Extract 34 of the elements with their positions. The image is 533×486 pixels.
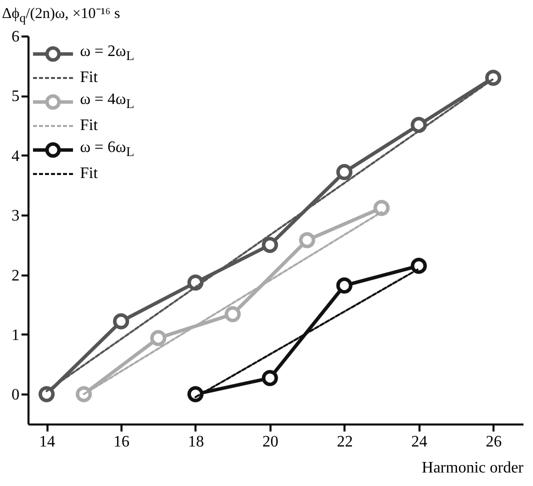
x-tick-label: 20 (262, 434, 278, 450)
x-tick-label: 14 (39, 434, 56, 450)
legend-label: ω = 6ω$_{L}$ (80, 139, 134, 161)
x-tick-label: 22 (336, 434, 353, 450)
legend-label: Fit (80, 117, 98, 135)
legend-label: Fit (80, 165, 98, 183)
y-tick-label: 0 (12, 386, 20, 404)
legend-label: ω = 4ω$_{L}$ (80, 91, 134, 113)
point (299, 232, 316, 248)
x-tick-label: 24 (411, 434, 428, 450)
y-tick-label: 4 (12, 148, 20, 165)
x-tick-label: 18 (188, 434, 204, 450)
point (336, 164, 352, 180)
legend-label: ω = 2ω$_{L}$ (80, 43, 134, 65)
x-tick-label: 16 (114, 434, 130, 450)
point (336, 277, 352, 294)
y-tick-label: 1 (12, 326, 20, 344)
point (262, 370, 278, 386)
point (485, 70, 502, 86)
x-tick-label: 26 (486, 434, 502, 450)
y-tick-label: 3 (12, 208, 20, 225)
point (112, 313, 130, 330)
point (373, 200, 390, 216)
x-axis-title: Harmonic order (422, 460, 524, 476)
point (38, 386, 55, 402)
y-axis-title: Δϕ$_{q}$/(2n)ω, ×10⁻¹⁶ s (2, 5, 120, 26)
legend-label: Fit (80, 69, 98, 87)
point (410, 258, 427, 274)
point (224, 306, 241, 322)
y-tick-label: 6 (12, 28, 20, 46)
y-tick-label: 5 (12, 88, 20, 106)
point (262, 236, 278, 253)
y-tick-label: 2 (12, 267, 20, 284)
point (150, 330, 166, 346)
